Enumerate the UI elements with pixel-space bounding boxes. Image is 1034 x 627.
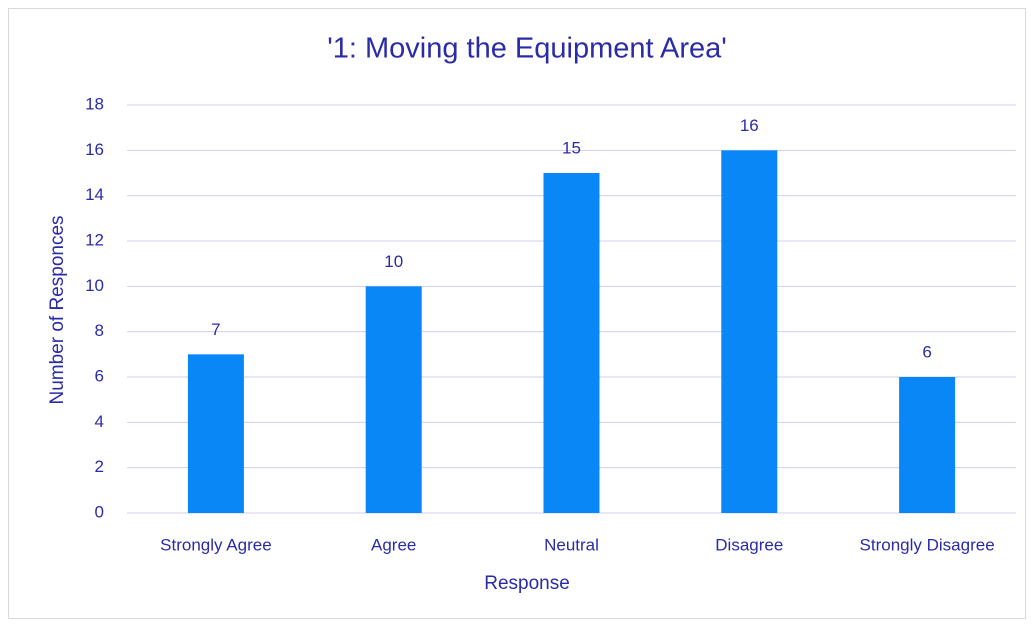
data-label: 7 [211,320,220,339]
bar [543,173,600,513]
y-tick-label: 16 [85,140,104,159]
x-tick-label: Agree [371,535,416,554]
y-tick-label: 10 [85,276,104,295]
y-tick-label: 8 [95,321,104,340]
bar [365,286,422,513]
data-label: 10 [384,252,403,271]
y-tick-label: 12 [85,230,104,249]
x-axis-label: Response [484,573,570,594]
chart-title: '1: Moving the Equipment Area' [327,33,727,65]
x-tick-label: Neutral [544,535,599,554]
chart-border [8,8,1026,619]
data-label: 15 [562,138,581,157]
y-tick-label: 0 [95,502,104,521]
y-tick-label: 18 [85,94,104,113]
bar [187,354,244,513]
x-tick-label: Strongly Disagree [860,535,995,554]
y-axis-label: Number of Responces [47,215,68,404]
y-tick-label: 6 [95,366,104,385]
x-tick-label: Disagree [715,535,783,554]
data-label: 6 [922,342,931,361]
bar [721,150,778,514]
y-tick-label: 14 [85,185,104,204]
bar [899,377,956,513]
y-tick-label: 4 [95,412,104,431]
x-tick-label: Strongly Agree [160,535,272,554]
y-tick-label: 2 [95,457,104,476]
data-label: 16 [740,116,759,135]
